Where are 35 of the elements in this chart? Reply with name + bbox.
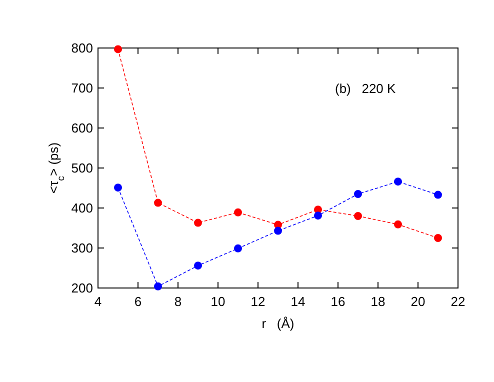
point <box>394 220 402 228</box>
x-tick-label: 18 <box>370 294 386 309</box>
point <box>314 212 322 220</box>
y-tick-label: 500 <box>71 160 93 176</box>
point <box>194 262 202 270</box>
point <box>234 208 242 216</box>
x-tick-label: 16 <box>330 294 346 309</box>
y-tick-label: 700 <box>71 80 93 96</box>
point <box>434 190 442 199</box>
point <box>354 212 362 220</box>
x-tick-label: 20 <box>410 294 426 309</box>
x-tick-label: 12 <box>250 294 266 309</box>
x-axis-title: r (Å) <box>262 316 294 331</box>
x-tick-label: 22 <box>450 294 466 309</box>
point <box>154 282 162 290</box>
point <box>354 190 362 198</box>
point <box>154 198 162 207</box>
y-tick-label: 800 <box>71 40 93 56</box>
x-tick-label: 10 <box>210 294 226 309</box>
x-tick-label: 14 <box>290 294 306 309</box>
point <box>114 184 122 192</box>
point <box>234 244 242 252</box>
x-tick-label: 4 <box>94 294 102 309</box>
annotation: (b) 220 K <box>335 81 396 96</box>
y-tick-label: 400 <box>71 200 93 216</box>
point <box>394 178 402 186</box>
point <box>194 218 202 227</box>
y-tick-label: 300 <box>71 240 93 256</box>
point <box>434 234 442 242</box>
x-tick-label: 6 <box>134 294 142 309</box>
point <box>114 45 122 54</box>
x-tick-label: 8 <box>174 294 182 309</box>
y-tick-label: 600 <box>71 120 93 136</box>
point <box>274 226 282 235</box>
y-tick-label: 200 <box>71 280 93 296</box>
